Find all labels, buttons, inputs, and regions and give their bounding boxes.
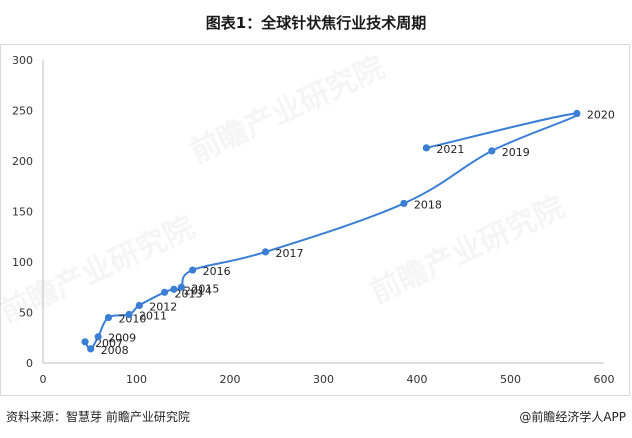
chart-title: 图表1：全球针状焦行业技术周期: [205, 14, 427, 32]
data-point: [400, 199, 408, 208]
data-point: [422, 144, 430, 152]
data-point: [170, 285, 178, 293]
y-tick-label: 300: [12, 54, 33, 67]
data-point: [488, 147, 496, 155]
x-tick-label: 500: [500, 373, 521, 386]
data-point: [125, 310, 133, 319]
data-label: 2008: [101, 344, 129, 357]
x-tick-label: 0: [40, 373, 47, 386]
data-point: [81, 338, 89, 346]
x-tick-label: 300: [313, 373, 334, 386]
y-tick-label: 50: [19, 307, 33, 320]
y-tick-label: 150: [12, 206, 33, 219]
line-chart: 0 100 200 300 400 500 600 0 50 100 150 200 250 300 200…: [12, 54, 615, 386]
data-label: 2007: [95, 337, 123, 350]
data-label: 2009: [108, 332, 136, 345]
data-label: 2012: [149, 300, 177, 313]
data-point: [104, 313, 113, 322]
data-label: 2019: [502, 146, 530, 159]
y-tick-label: 200: [12, 155, 33, 168]
y-tick-label: 0: [26, 357, 33, 370]
data-point: [135, 301, 143, 310]
x-tick-label: 100: [126, 373, 147, 386]
data-label: 2016: [203, 265, 231, 278]
data-point: [189, 266, 197, 274]
data-point: [573, 109, 581, 118]
x-tick-label: 200: [220, 373, 241, 386]
x-tick-label: 400: [407, 373, 428, 386]
data-point: [261, 248, 270, 256]
data-label: 2021: [436, 143, 464, 156]
data-point: [177, 283, 185, 291]
data-label: 2014: [184, 284, 212, 297]
data-label: 2011: [139, 310, 167, 323]
x-tick-label: 600: [594, 373, 615, 386]
data-point: [94, 333, 102, 341]
data-point: [87, 345, 95, 353]
source-note: 资料来源：智慧芽 前瞻产业研究院: [6, 410, 190, 424]
chart-frame: 前瞻产业研究院 前瞻产业研究院 前瞻产业研究院: [0, 44, 630, 396]
data-label: 2010: [118, 313, 146, 326]
data-label: 2017: [276, 247, 304, 260]
y-tick-label: 250: [12, 105, 33, 118]
data-point: [160, 288, 169, 296]
data-label: 2018: [414, 198, 442, 211]
y-tick-label: 100: [12, 256, 33, 269]
brand-credit: @前瞻经济学人APP: [519, 410, 626, 424]
data-label: 2020: [587, 109, 615, 122]
data-label: 2015: [191, 282, 219, 295]
